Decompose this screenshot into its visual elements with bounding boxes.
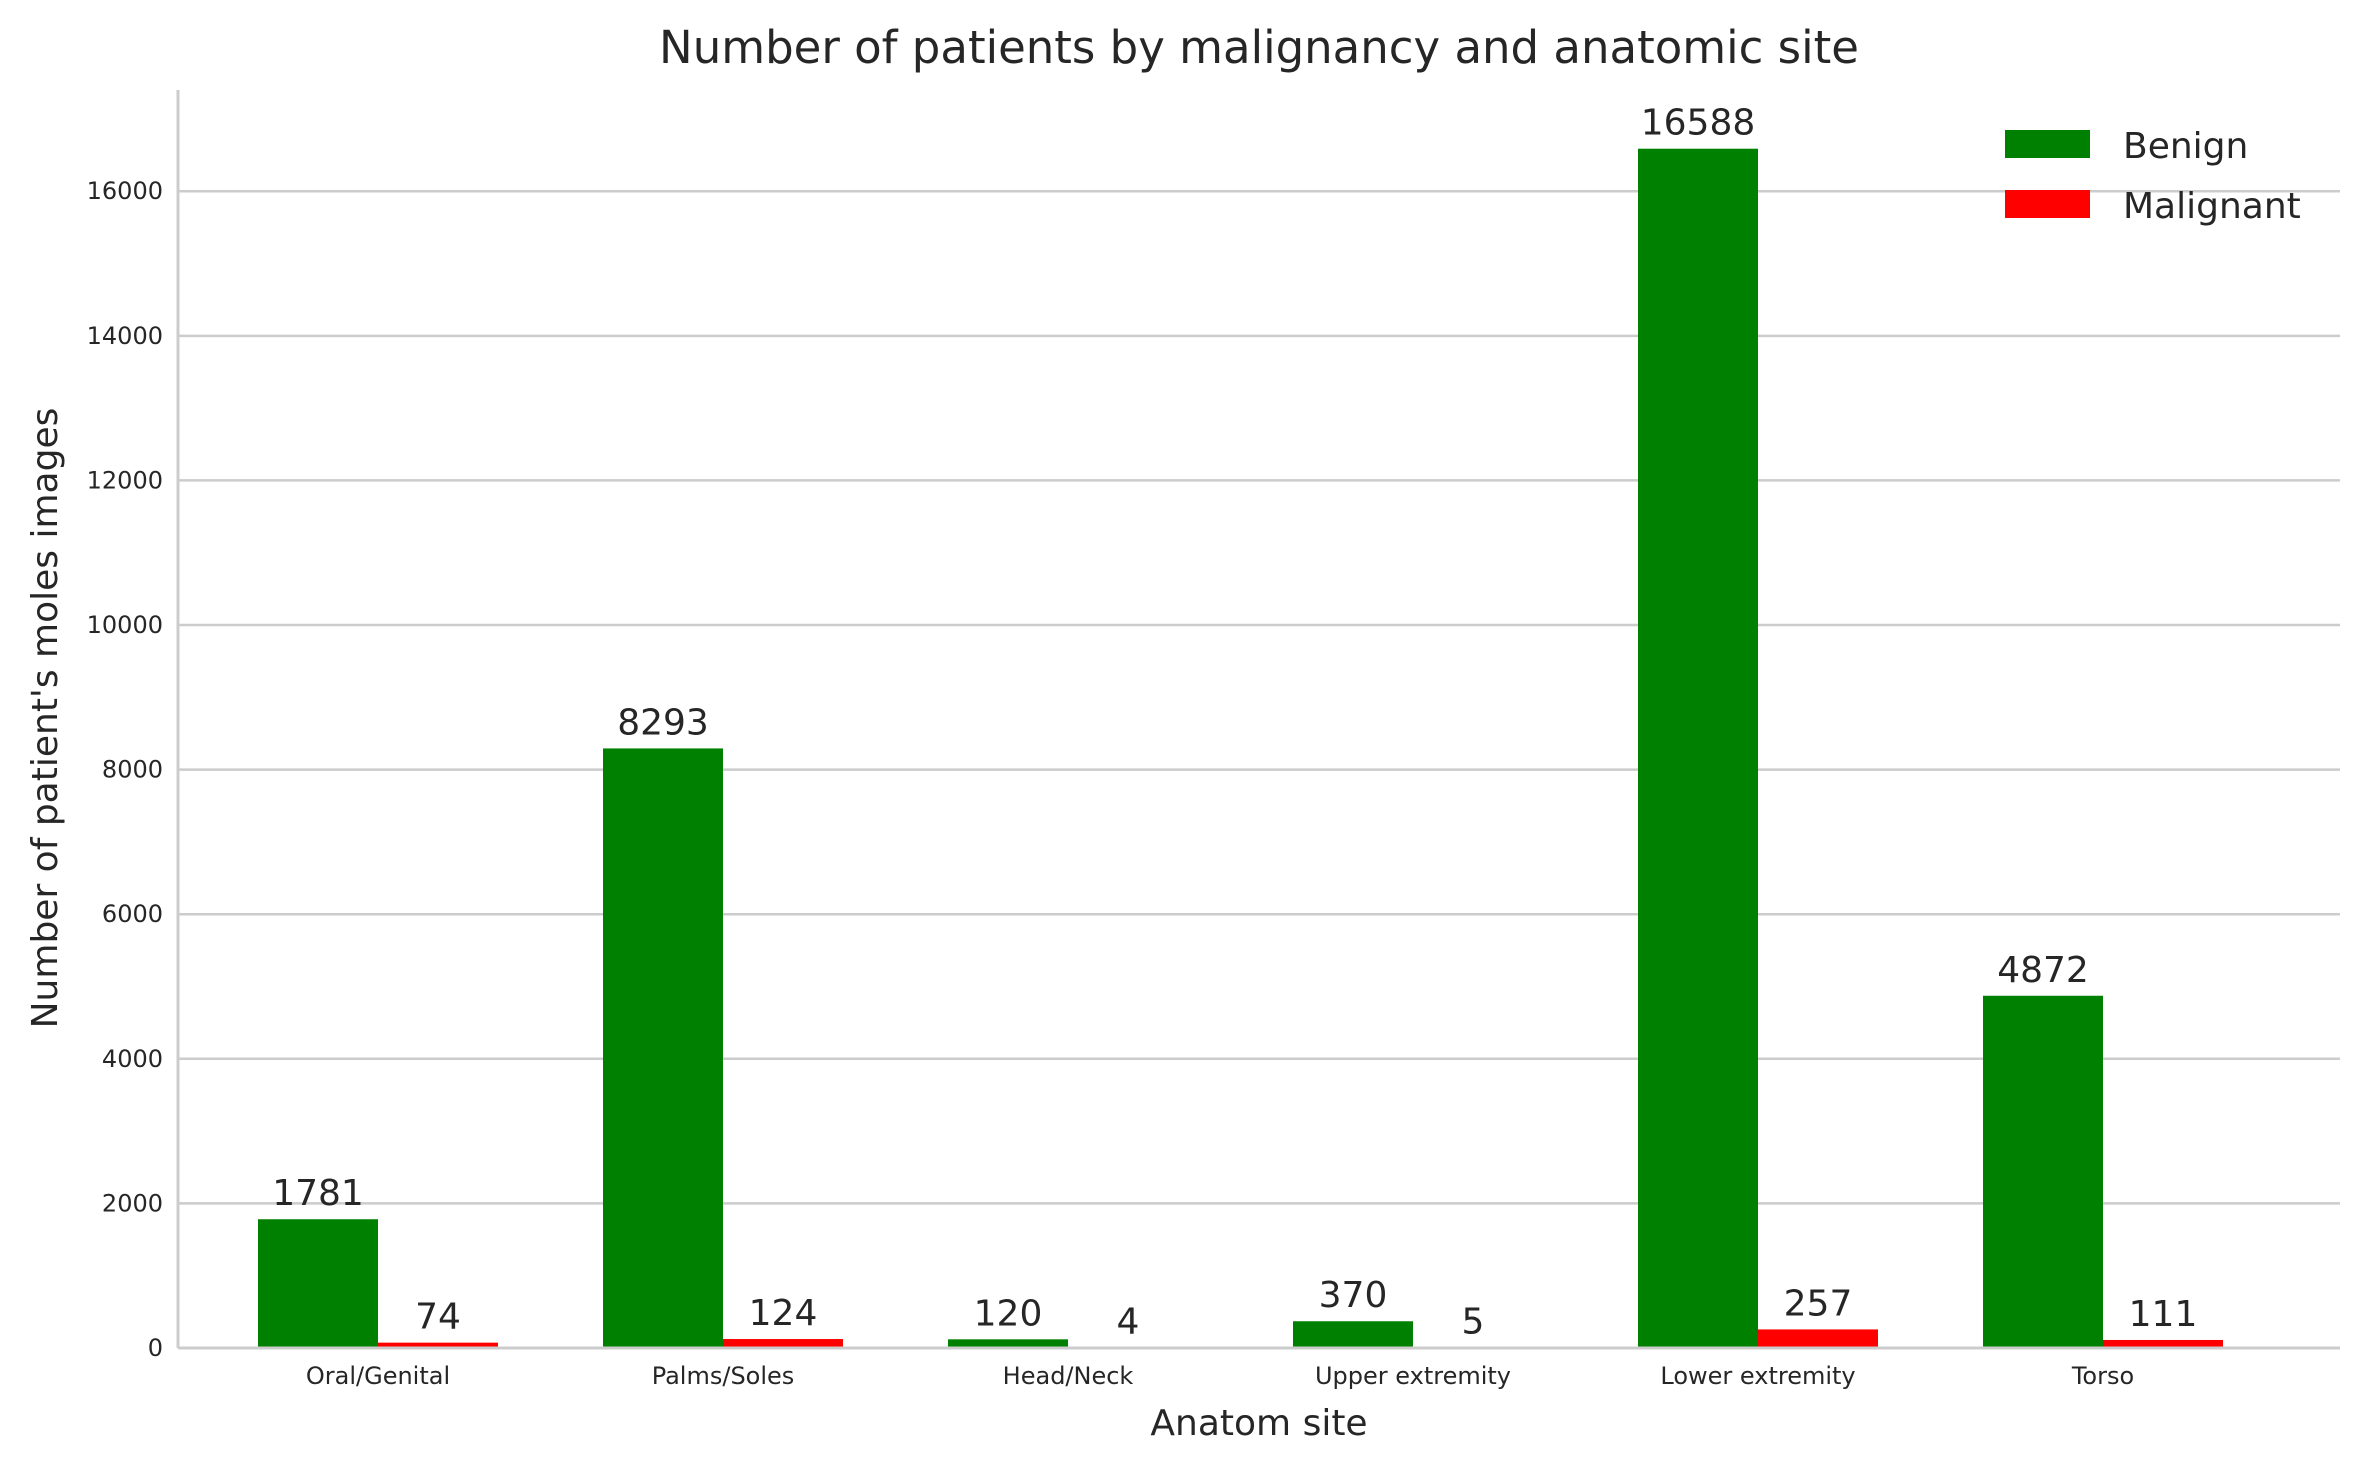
y-tick-label: 16000 [87, 177, 163, 205]
bar-malignant [378, 1342, 498, 1348]
chart-title: Number of patients by malignancy and ana… [659, 21, 1859, 74]
y-tick-label: 14000 [87, 322, 163, 350]
data-label-malignant: 74 [415, 1297, 461, 1338]
legend: Benign Malignant [2005, 126, 2301, 227]
bar-malignant [1758, 1329, 1878, 1348]
tick-labels: 0 2000 4000 6000 8000 10000 12000 14000 16000 Ora… [87, 177, 2135, 1390]
bars [258, 148, 2223, 1348]
legend-label-benign: Benign [2123, 126, 2248, 167]
data-label-benign: 4872 [1997, 950, 2089, 991]
data-label-benign: 8293 [617, 702, 709, 743]
y-tick-label: 12000 [87, 466, 163, 494]
gridlines [178, 189, 2340, 1205]
legend-label-malignant: Malignant [2123, 186, 2301, 227]
bar-malignant [2103, 1339, 2223, 1348]
data-label-benign: 370 [1319, 1275, 1388, 1316]
y-tick-label: 6000 [102, 900, 163, 928]
bar-malignant [723, 1339, 843, 1348]
data-labels: 1781 8293 120 370 16588 4872 74 124 4 5 257 111 [272, 103, 2197, 1343]
bar-benign [1638, 148, 1758, 1348]
y-tick-label: 0 [148, 1334, 163, 1362]
bar-benign [258, 1219, 378, 1348]
x-tick-label: Palms/Soles [652, 1362, 795, 1390]
data-label-benign: 1781 [272, 1173, 364, 1214]
y-tick-label: 8000 [102, 756, 163, 784]
legend-swatch-benign [2005, 130, 2090, 158]
bar-benign [1983, 995, 2103, 1348]
x-tick-label: Torso [2071, 1362, 2134, 1390]
x-tick-label: Lower extremity [1660, 1362, 1855, 1390]
bar-benign [948, 1339, 1068, 1348]
x-axis-label: Anatom site [1150, 1403, 1367, 1444]
data-label-benign: 120 [974, 1293, 1043, 1334]
y-tick-label: 4000 [102, 1045, 163, 1073]
y-axis-label: Number of patient's moles images [25, 408, 66, 1029]
x-tick-label: Head/Neck [1003, 1362, 1134, 1390]
bar-benign [603, 748, 723, 1348]
data-label-benign: 16588 [1641, 103, 1756, 144]
legend-swatch-malignant [2005, 190, 2090, 218]
data-label-malignant: 5 [1462, 1302, 1485, 1343]
data-label-malignant: 4 [1117, 1302, 1140, 1343]
y-tick-label: 2000 [102, 1189, 163, 1217]
bar-benign [1293, 1321, 1413, 1348]
x-tick-label: Upper extremity [1315, 1362, 1511, 1390]
x-tick-label: Oral/Genital [306, 1362, 450, 1390]
data-label-malignant: 257 [1784, 1283, 1853, 1324]
data-label-malignant: 111 [2129, 1294, 2198, 1335]
y-tick-label: 10000 [87, 611, 163, 639]
data-label-malignant: 124 [749, 1293, 818, 1334]
